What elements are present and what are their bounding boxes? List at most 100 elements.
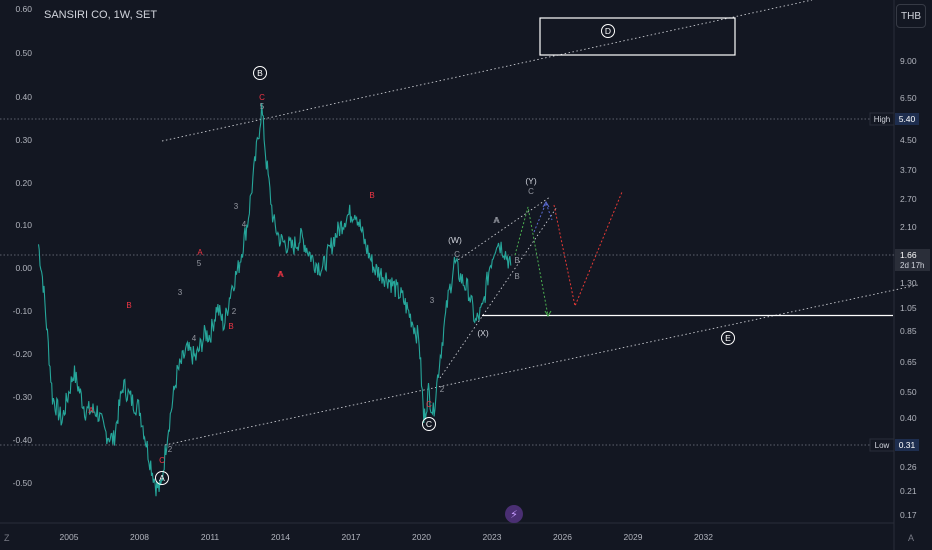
right-axis-tick: 0.26 bbox=[900, 462, 917, 472]
x-axis-tick: 2005 bbox=[60, 532, 79, 542]
low-label: Low bbox=[875, 441, 890, 450]
left-axis-tick: 0.50 bbox=[15, 48, 32, 58]
wave-label-corrective: (W) bbox=[448, 235, 462, 245]
x-axis-tick: 2017 bbox=[342, 532, 361, 542]
last-price-box bbox=[895, 249, 930, 271]
left-axis-tick: 0.00 bbox=[15, 263, 32, 273]
wave-label-gray: 2 bbox=[440, 385, 445, 394]
x-axis-tick: 2014 bbox=[271, 532, 290, 542]
wave-circle bbox=[721, 331, 735, 345]
left-axis-tick: 0.20 bbox=[15, 178, 32, 188]
target-box bbox=[539, 17, 736, 56]
lightning-bolt-icon[interactable]: ⚡ bbox=[505, 505, 523, 523]
wedge-lower-line bbox=[439, 206, 558, 379]
last-price: 1.66 bbox=[900, 250, 917, 260]
right-axis-tick: 2.70 bbox=[900, 194, 917, 204]
wave-circle bbox=[422, 417, 436, 431]
x-axis-tick: 2032 bbox=[694, 532, 713, 542]
left-axis-tick: 0.10 bbox=[15, 220, 32, 230]
wave-label-circled: E bbox=[725, 333, 731, 343]
low-tag-box bbox=[869, 438, 895, 452]
high-label: High bbox=[874, 115, 890, 124]
wave-label-red: C bbox=[159, 456, 165, 465]
x-axis-tick: 2008 bbox=[130, 532, 149, 542]
wave-label-gray: B bbox=[514, 256, 519, 265]
right-axis-tick: 0.40 bbox=[900, 413, 917, 423]
wave-label-circled: C bbox=[426, 419, 432, 429]
corner-right-label: A bbox=[908, 533, 915, 543]
right-axis-tick: 9.00 bbox=[900, 56, 917, 66]
wave-label-gray: A bbox=[494, 216, 500, 225]
bar-countdown: 2d 17h bbox=[900, 261, 924, 270]
left-axis-tick: -0.20 bbox=[13, 349, 33, 359]
right-axis-tick: 4.50 bbox=[900, 135, 917, 145]
wave-label-corrective: (Y) bbox=[525, 176, 537, 186]
wave-label-red: B bbox=[126, 301, 131, 310]
wave-label-gray: C bbox=[454, 250, 460, 259]
wave-label-red: C bbox=[426, 400, 432, 409]
left-axis-tick: 0.60 bbox=[15, 4, 32, 14]
right-axis-tick: 0.65 bbox=[900, 357, 917, 367]
right-axis-tick: 1.05 bbox=[900, 303, 917, 313]
wave-label-gray: C bbox=[528, 187, 534, 196]
wave-label-red: C bbox=[259, 93, 265, 102]
left-axis-tick: 0.40 bbox=[15, 92, 32, 102]
wave-label-gray: 3 bbox=[430, 296, 435, 305]
lower-channel-line bbox=[164, 284, 919, 446]
left-axis-tick: -0.40 bbox=[13, 435, 33, 445]
wave-label-gray: 5 bbox=[260, 102, 265, 111]
price-series-layer bbox=[37, 103, 512, 497]
right-axis-tick: 0.50 bbox=[900, 387, 917, 397]
arrowhead-blue bbox=[542, 201, 550, 208]
axes-layer: 0.60 0.50 0.40 0.30 0.20 0.10 0.00 -0.10 -0.20 -0… bbox=[13, 4, 930, 542]
right-axis-tick: 3.70 bbox=[900, 165, 917, 175]
x-axis-tick: 2023 bbox=[483, 532, 502, 542]
wave-label-gray: A bbox=[493, 216, 499, 225]
x-axis-tick: 2020 bbox=[412, 532, 431, 542]
left-axis-tick: 0.30 bbox=[15, 135, 32, 145]
currency-button[interactable]: THB bbox=[896, 4, 926, 28]
wave-label-gray: B bbox=[514, 272, 519, 281]
annotations-layer bbox=[0, 0, 919, 446]
wave-label-red: A bbox=[197, 248, 203, 257]
wave-label-red: A bbox=[277, 270, 283, 279]
wave-label-red: B bbox=[369, 191, 374, 200]
wave-label-red: A bbox=[88, 406, 94, 415]
projection-path-red bbox=[553, 191, 623, 308]
wave-label-gray: 4 bbox=[192, 334, 197, 343]
high-value: 5.40 bbox=[899, 114, 916, 124]
price-line bbox=[37, 103, 512, 497]
left-axis-tick: -0.10 bbox=[13, 306, 33, 316]
wave-circle bbox=[155, 471, 169, 485]
wave-label-gray: 4 bbox=[242, 220, 247, 229]
right-axis-tick: 0.85 bbox=[900, 326, 917, 336]
wave-label-circled: D bbox=[605, 26, 611, 36]
x-axis-tick: 2011 bbox=[201, 532, 220, 542]
left-axis-tick: -0.50 bbox=[13, 478, 33, 488]
right-axis-tick: 6.50 bbox=[900, 93, 917, 103]
wave-label-gray: 2 bbox=[232, 307, 237, 316]
high-tag-box bbox=[869, 112, 895, 126]
left-axis-tick: -0.30 bbox=[13, 392, 33, 402]
wave-label-red: A bbox=[278, 270, 284, 279]
corner-left-label: Z bbox=[4, 533, 10, 543]
projection-path-green bbox=[514, 206, 549, 317]
right-axis-tick: 1.30 bbox=[900, 278, 917, 288]
wave-label-corrective: (X) bbox=[477, 328, 489, 338]
low-value: 0.31 bbox=[899, 440, 916, 450]
right-axis-tick: 0.17 bbox=[900, 510, 917, 520]
wave-label-gray: 2 bbox=[168, 445, 173, 454]
x-axis-tick: 2029 bbox=[624, 532, 643, 542]
wave-circle bbox=[253, 66, 267, 80]
upper-channel-line bbox=[161, 0, 813, 142]
arrowhead-green bbox=[544, 310, 552, 317]
right-axis-tick: 0.21 bbox=[900, 486, 917, 496]
wave-label-circled: A bbox=[159, 473, 165, 483]
high-value-box bbox=[895, 113, 919, 125]
symbol-title: SANSIRI CO, 1W, SET bbox=[44, 9, 158, 21]
x-axis-tick: 2026 bbox=[553, 532, 572, 542]
wave-label-circled: B bbox=[257, 68, 263, 78]
low-value-box bbox=[895, 439, 919, 451]
right-axis-tick: 2.10 bbox=[900, 222, 917, 232]
